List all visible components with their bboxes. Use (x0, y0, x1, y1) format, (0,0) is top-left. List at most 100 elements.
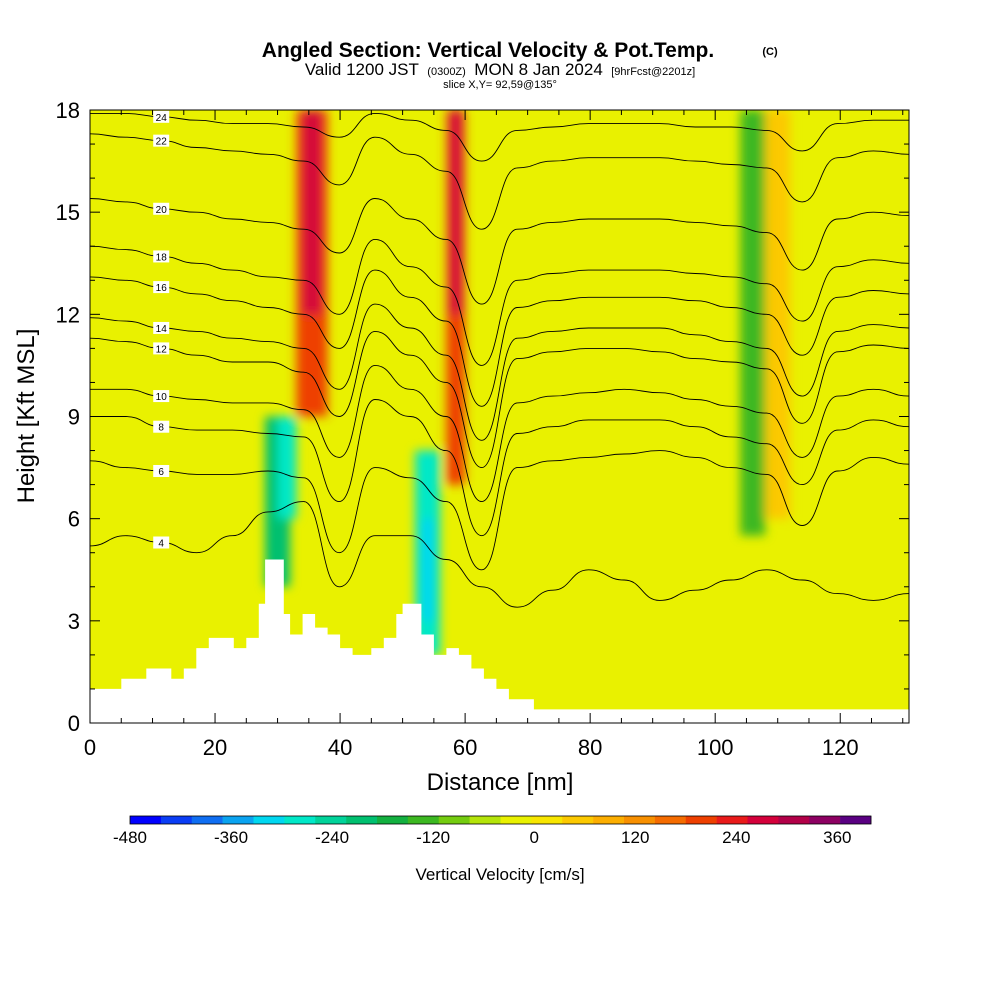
colorbar-swatch (778, 816, 810, 824)
theta-contour (90, 238, 909, 366)
contour-label-bg (153, 250, 170, 263)
x-tick-label: 80 (578, 735, 602, 760)
contour-label: 24 (153, 110, 170, 124)
colorbar-swatch (315, 816, 347, 824)
x-tick-label: 0 (84, 735, 96, 760)
y-tick-label: 12 (56, 302, 80, 327)
theta-contour (90, 133, 909, 230)
contour-label: 18 (153, 250, 170, 263)
x-tick-label: 20 (203, 735, 227, 760)
subtitle-date: MON 8 Jan 2024 (474, 60, 603, 79)
theta-contour (90, 450, 909, 571)
velocity-cell (740, 110, 766, 536)
colorbar-swatch (685, 816, 717, 824)
colorbar-swatch (130, 816, 162, 824)
terrain (90, 559, 909, 723)
colorbar-swatch (222, 816, 254, 824)
theta-contour (90, 364, 909, 503)
contour-label-bg (153, 202, 170, 215)
contour-label-bg (153, 342, 170, 355)
theta-contour (90, 330, 909, 469)
contour-label-bg (153, 536, 170, 549)
subtitle-forecast: [9hrFcst@2201z] (611, 66, 695, 78)
contour-label-text: 6 (158, 467, 164, 478)
velocity-cell (277, 416, 297, 519)
y-axis-label: Height [Kft MSL] (13, 329, 40, 504)
colorbar-swatch (624, 816, 656, 824)
colorbar-swatch (284, 816, 316, 824)
y-axis: 0 3 6 9 12 15 18 (56, 98, 909, 736)
subtitle-zulu: (0300Z) (427, 66, 466, 78)
x-tick-label: 100 (697, 735, 734, 760)
title-tag: (C) (762, 46, 778, 58)
contour-label-bg (153, 464, 170, 477)
velocity-cell (449, 110, 462, 315)
colorbar-swatch (840, 816, 872, 824)
chart-subtitle: Valid 1200 JST (0300Z) MON 8 Jan 2024 [9… (305, 60, 695, 79)
colorbar-swatch (593, 816, 625, 824)
plot-area: 4 6 8 10 12 14 16 18 20 22 24 (90, 110, 909, 723)
y-tick-label: 18 (56, 98, 80, 123)
velocity-cell (421, 518, 434, 621)
contour-label-text: 22 (156, 137, 168, 148)
theta-contours: 4 6 8 10 12 14 16 18 20 22 24 (90, 110, 909, 608)
x-axis: 0 20 40 60 80 100 120 (84, 110, 904, 760)
x-tick-label: 120 (822, 735, 859, 760)
colorbar-tick-label: -120 (416, 828, 450, 847)
contour-label: 8 (153, 420, 170, 434)
colorbar-tick-label: 360 (823, 828, 851, 847)
theta-contour (90, 501, 909, 608)
contour-label: 4 (153, 536, 170, 550)
contour-label-text: 24 (156, 113, 168, 124)
contour-label-bg (153, 281, 170, 294)
slice-info: slice X,Y= 92,59@135° (443, 79, 557, 91)
contour-label-text: 16 (156, 283, 168, 294)
colorbar-swatch (562, 816, 594, 824)
contour-label-bg (153, 110, 170, 123)
colorbar-swatch (160, 816, 193, 824)
theta-contour (90, 269, 909, 407)
colorbar-tick-label: 0 (529, 828, 538, 847)
contour-label-text: 20 (156, 205, 168, 216)
colorbar-tick-label: -240 (315, 828, 349, 847)
contour-label-bg (153, 321, 170, 334)
colorbar-swatch (809, 816, 841, 824)
colorbar-swatch (346, 816, 378, 824)
colorbar-swatch (438, 816, 470, 824)
colorbar-swatch (654, 816, 687, 824)
colorbar-tick-label: -360 (214, 828, 248, 847)
colorbar (129, 815, 872, 825)
colorbar-swatch (500, 816, 532, 824)
colorbar-tick-label: -480 (113, 828, 147, 847)
y-tick-label: 6 (68, 507, 80, 532)
contour-label: 16 (153, 281, 170, 294)
colorbar-swatch (377, 816, 409, 824)
contour-label: 20 (153, 202, 170, 216)
colorbar-ticks: -480 -360 -240 -120 0 120 240 360 (113, 828, 852, 847)
contour-label-text: 8 (158, 423, 164, 434)
x-axis-label: Distance [nm] (427, 769, 574, 796)
colorbar-tick-label: 120 (621, 828, 649, 847)
colorbar-swatch (716, 816, 748, 824)
theta-contour (90, 399, 909, 537)
y-tick-label: 3 (68, 609, 80, 634)
contour-label: 6 (153, 464, 170, 478)
colorbar-swatch (747, 816, 779, 824)
x-tick-label: 40 (328, 735, 352, 760)
y-tick-label: 9 (68, 405, 80, 430)
contour-label-bg (153, 134, 170, 147)
colorbar-tick-label: 240 (722, 828, 750, 847)
contour-label-bg (153, 390, 170, 403)
colorbar-swatch (253, 816, 285, 824)
theta-contour (90, 112, 909, 162)
colorbar-label: Vertical Velocity [cm/s] (415, 865, 584, 884)
contour-label-text: 4 (158, 539, 164, 550)
contour-label-text: 18 (156, 252, 168, 263)
contour-label: 10 (153, 390, 170, 403)
y-tick-label: 15 (56, 200, 80, 225)
colorbar-swatch (191, 816, 223, 824)
contour-label-text: 14 (156, 324, 168, 335)
theta-contour (90, 303, 909, 441)
contour-label: 22 (153, 134, 170, 148)
